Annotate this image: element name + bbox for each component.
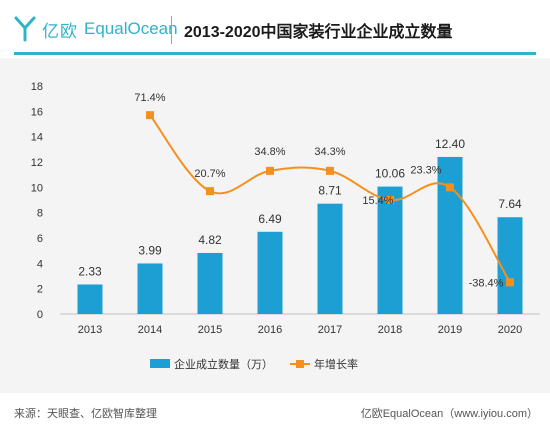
bar-2013 [77, 284, 103, 314]
y-tick-label: 12 [31, 157, 43, 169]
y-tick-label: 16 [31, 106, 43, 118]
bar-label-2014: 3.99 [138, 243, 162, 257]
x-tick-label-2017: 2017 [318, 324, 342, 336]
x-tick-label-2013: 2013 [78, 324, 102, 336]
credit-note: 亿欧EqualOcean（www.iyiou.com） [360, 408, 538, 420]
y-tick-label: 6 [37, 233, 43, 245]
source-note: 来源：天眼查、亿欧智库整理 [14, 408, 157, 420]
bar-label-2013: 2.33 [78, 264, 102, 278]
chart-title: 2013-2020中国家装行业企业成立数量 [184, 24, 453, 41]
brand-name-cn: 亿欧 [42, 21, 78, 41]
growth-marker-2017 [326, 166, 334, 175]
growth-marker-2015 [206, 187, 214, 196]
header-rule [14, 52, 536, 55]
brand-logo: 亿欧 EqualOcean [14, 16, 178, 42]
logo-mark-icon [14, 16, 36, 42]
x-tick-label-2018: 2018 [378, 324, 402, 336]
growth-label-2015: 20.7% [194, 168, 225, 180]
x-tick-label-2019: 2019 [438, 324, 462, 336]
legend-line-label: 年增长率 [314, 357, 358, 371]
growth-marker-2020 [506, 278, 514, 287]
legend-bar-swatch [150, 359, 170, 368]
bar-label-2016: 6.49 [258, 212, 282, 226]
growth-label-2017: 34.3% [314, 146, 345, 158]
bar-label-2019: 12.40 [435, 137, 465, 151]
footer: 来源：天眼查、亿欧智库整理 亿欧EqualOcean（www.iyiou.com… [0, 393, 550, 433]
header: 亿欧 EqualOcean 2013-2020中国家装行业企业成立数量 [0, 0, 550, 58]
y-tick-label: 14 [31, 132, 43, 144]
chart-area: 0 2 4 6 8 10 12 14 16 18 2.33 3.99 4.82 6.49 8.71 10.06… [0, 58, 550, 393]
bar-2016 [257, 231, 283, 314]
bar-label-2018: 10.06 [375, 167, 405, 181]
x-tick-label-2014: 2014 [138, 324, 162, 336]
y-tick-label: 18 [31, 81, 43, 93]
bar-2017 [317, 203, 343, 314]
y-tick-label: 0 [37, 309, 43, 321]
bar-label-2017: 8.71 [318, 184, 342, 198]
y-tick-label: 4 [37, 258, 43, 270]
legend-line-marker [296, 360, 304, 368]
growth-label-2014: 71.4% [134, 92, 165, 104]
bar-2015 [197, 252, 223, 314]
growth-label-2016: 34.8% [254, 146, 285, 158]
header-divider [171, 16, 172, 44]
bar-label-2020: 7.64 [498, 197, 522, 211]
bar-2014 [137, 263, 163, 314]
bar-2018 [377, 186, 403, 314]
growth-marker-2018 [386, 196, 394, 204]
x-tick-label-2015: 2015 [198, 324, 222, 336]
x-tick-label-2016: 2016 [258, 324, 282, 336]
bar-label-2015: 4.82 [198, 233, 222, 247]
growth-marker-2016 [266, 166, 274, 175]
y-tick-label: 8 [37, 208, 43, 220]
y-tick-label: 10 [31, 182, 43, 194]
y-tick-label: 2 [37, 284, 43, 296]
x-tick-label-2020: 2020 [498, 324, 522, 336]
brand-name-en: EqualOcean [84, 19, 178, 38]
growth-label-2018: 15.4% [362, 195, 393, 207]
combo-chart: 0 2 4 6 8 10 12 14 16 18 2.33 3.99 4.82 6.49 8.71 10.06… [31, 81, 540, 371]
bar-2019 [437, 156, 463, 314]
growth-label-2020: -38.4% [469, 277, 504, 289]
growth-label-2019: 23.3% [410, 164, 441, 176]
growth-marker-2019 [446, 183, 454, 192]
legend-bar-label: 企业成立数量（万） [174, 357, 273, 371]
growth-marker-2014 [146, 111, 154, 120]
